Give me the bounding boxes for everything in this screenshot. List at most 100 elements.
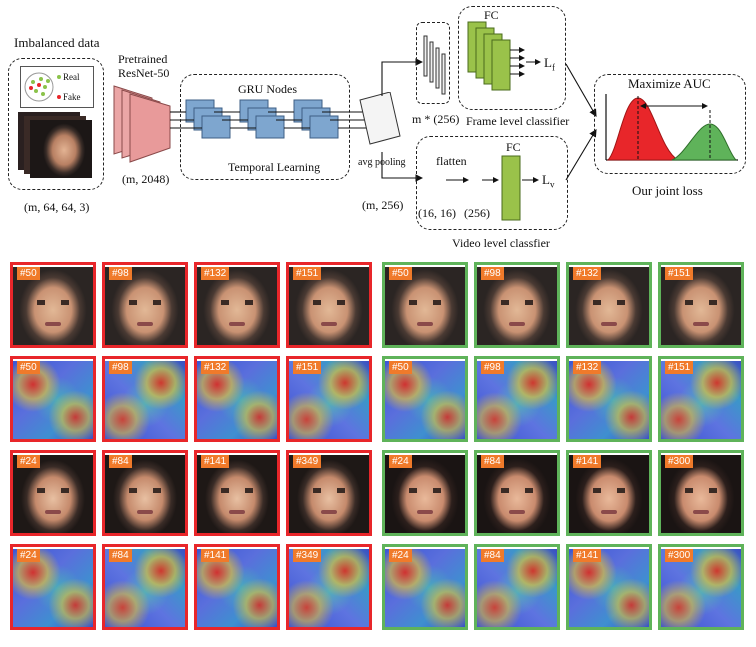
face-image	[477, 455, 557, 533]
heatmap-frame: #50	[10, 356, 96, 442]
face-image	[197, 455, 277, 533]
face-eyes	[37, 299, 69, 305]
auc-panel	[594, 74, 746, 174]
heatmap-frame: #98	[474, 356, 560, 442]
frame-vector-panel	[416, 22, 450, 104]
frame-index-tag: #132	[573, 267, 602, 280]
input-frame-stack	[18, 112, 98, 182]
heatmap-frame: #50	[382, 356, 468, 442]
face-image	[289, 267, 369, 345]
face-frame: #300	[658, 450, 744, 536]
frame-index-tag: #24	[389, 549, 412, 562]
pipeline-diagram: Imbalanced data Real Fake (m, 64, 64, 3)…	[0, 0, 756, 255]
frame-index-tag: #300	[665, 549, 694, 562]
heatmap-image	[197, 549, 277, 627]
face-mouth	[509, 321, 525, 326]
frame-index-tag: #151	[665, 267, 694, 280]
frame-index-tag: #84	[109, 549, 132, 562]
gru-panel	[180, 74, 350, 180]
frame-index-tag: #50	[17, 267, 40, 280]
frame-index-tag: #98	[109, 267, 132, 280]
frame-index-tag: #132	[201, 361, 230, 374]
face-frame: #98	[474, 262, 560, 348]
heatmap-image	[105, 549, 185, 627]
face-mouth	[509, 509, 525, 514]
face-eyes	[593, 299, 625, 305]
heatmap-frame: #24	[10, 544, 96, 630]
face-mouth	[45, 509, 61, 514]
face-image	[289, 455, 369, 533]
face-mouth	[321, 321, 337, 326]
gru-caption: Temporal Learning	[228, 160, 321, 174]
frame-index-tag: #151	[665, 361, 694, 374]
face-mouth	[137, 321, 153, 326]
auc-distributions	[605, 94, 738, 161]
face-mouth	[137, 509, 153, 514]
face-image	[197, 267, 277, 345]
face-image	[13, 267, 93, 345]
heatmap-frame: #24	[382, 544, 468, 630]
frame-index-tag: #50	[17, 361, 40, 374]
legend-real: Real	[63, 72, 80, 82]
face-image	[661, 455, 741, 533]
face-image	[661, 267, 741, 345]
frame-fc-blocks	[467, 21, 541, 91]
face-eyes	[129, 487, 161, 493]
face-mouth	[693, 509, 709, 514]
resnet-blocks	[113, 85, 171, 163]
heatmap-image	[13, 549, 93, 627]
input-title: Imbalanced data	[14, 35, 100, 50]
heatmap-frame: #141	[194, 544, 280, 630]
video-shape-2: (256)	[464, 206, 490, 220]
heatmap-image	[105, 361, 185, 439]
face-image	[477, 267, 557, 345]
frame-index-tag: #84	[109, 455, 132, 468]
frame-index-tag: #151	[293, 361, 322, 374]
face-image	[569, 267, 649, 345]
frame-index-tag: #50	[389, 267, 412, 280]
heatmap-image	[13, 361, 93, 439]
heatmap-image	[197, 361, 277, 439]
gru-blocks	[170, 99, 366, 139]
face-eyes	[409, 299, 441, 305]
heatmap-frame: #84	[102, 544, 188, 630]
face-mouth	[45, 321, 61, 326]
frame-index-tag: #151	[293, 267, 322, 280]
legend-fake: Fake	[63, 92, 81, 102]
face-frame: #24	[382, 450, 468, 536]
face-frame: #132	[566, 262, 652, 348]
frame-index-tag: #50	[389, 361, 412, 374]
face-mouth	[417, 509, 433, 514]
face-mouth	[417, 321, 433, 326]
face-frame: #151	[658, 262, 744, 348]
real-samples-grid: #50 #98 #132 #151 #50 #98 #132 #151 #24 #84 #141 #3…	[382, 262, 744, 630]
resnet-shape: (m, 2048)	[122, 172, 170, 186]
heatmap-frame: #84	[474, 544, 560, 630]
video-fc-label: FC	[506, 140, 521, 154]
frame-index-tag: #349	[293, 455, 322, 468]
face-mouth	[229, 509, 245, 514]
heatmap-frame: #349	[286, 544, 372, 630]
face-eyes	[221, 487, 253, 493]
face-eyes	[593, 487, 625, 493]
face-frame: #98	[102, 262, 188, 348]
frame-vectors	[423, 35, 446, 95]
face-eyes	[313, 487, 345, 493]
face-image	[385, 267, 465, 345]
heatmap-image	[289, 361, 369, 439]
face-frame: #50	[10, 262, 96, 348]
heatmap-image	[385, 361, 465, 439]
face-image	[105, 455, 185, 533]
heatmap-frame: #132	[566, 356, 652, 442]
frame-index-tag: #141	[573, 455, 602, 468]
face-frame: #84	[474, 450, 560, 536]
frame-fc-label: FC	[484, 8, 499, 22]
heatmap-frame: #141	[566, 544, 652, 630]
face-eyes	[685, 487, 717, 493]
frame-index-tag: #24	[389, 455, 412, 468]
face-mouth	[693, 321, 709, 326]
heatmap-image	[477, 361, 557, 439]
auc-caption: Our joint loss	[632, 183, 703, 198]
video-classifier-panel	[416, 136, 568, 230]
pooling-shape: (m, 256)	[362, 198, 404, 212]
